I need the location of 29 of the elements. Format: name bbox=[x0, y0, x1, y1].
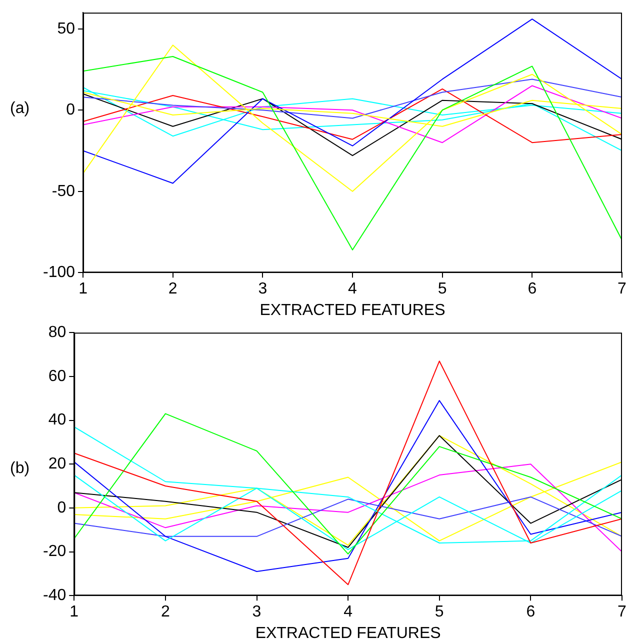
x-tick-label: 6 bbox=[526, 604, 536, 621]
x-tick-label: 7 bbox=[618, 280, 627, 298]
y-axis-title: (b) bbox=[10, 460, 30, 478]
x-tick-label: 5 bbox=[438, 280, 447, 298]
x-tick-label: 1 bbox=[70, 604, 79, 621]
x-tick-label: 1 bbox=[78, 280, 88, 298]
x-tick-label: 6 bbox=[528, 280, 537, 298]
x-axis-title: EXTRACTED FEATURES bbox=[260, 302, 446, 319]
y-tick-label: -50 bbox=[52, 182, 76, 200]
x-tick-label: 3 bbox=[258, 280, 268, 298]
y-tick-label: 60 bbox=[48, 368, 66, 385]
x-tick-label: 4 bbox=[348, 280, 358, 298]
x-tick-label: 2 bbox=[160, 604, 170, 621]
y-tick-label: 0 bbox=[66, 102, 76, 119]
y-tick-label: 0 bbox=[57, 499, 66, 516]
x-tick-label: 5 bbox=[434, 604, 444, 621]
y-tick-label: 20 bbox=[48, 456, 66, 473]
y-tick-label: 50 bbox=[57, 20, 76, 38]
x-tick-label: 7 bbox=[618, 604, 627, 621]
y-tick-label: -100 bbox=[42, 264, 76, 282]
y-tick-label: -40 bbox=[43, 587, 66, 604]
x-tick-label: 4 bbox=[344, 604, 353, 621]
x-tick-label: 2 bbox=[168, 280, 178, 298]
y-axis-title: (a) bbox=[10, 100, 30, 118]
y-tick-label: 40 bbox=[48, 412, 66, 429]
y-tick-label: -20 bbox=[43, 543, 66, 560]
x-tick-label: 3 bbox=[252, 604, 262, 621]
x-axis-title: EXTRACTED FEATURES bbox=[255, 624, 441, 642]
y-tick-label: 80 bbox=[48, 324, 66, 342]
